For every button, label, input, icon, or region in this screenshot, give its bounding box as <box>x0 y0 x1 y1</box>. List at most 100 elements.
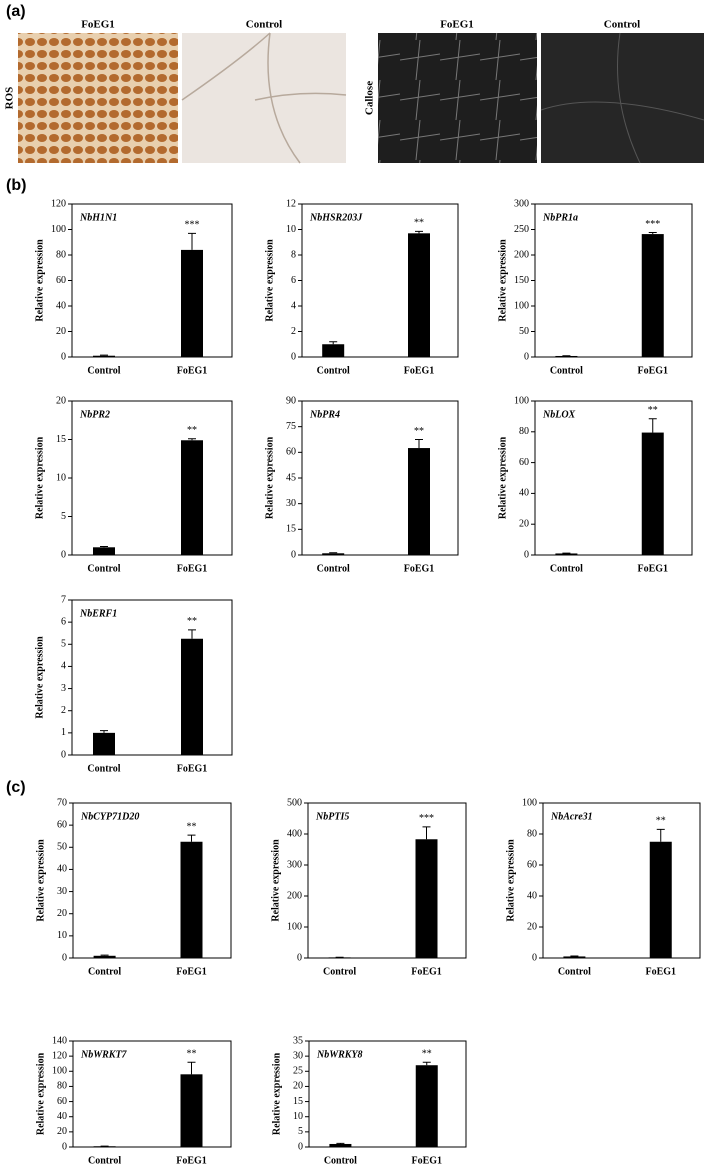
y-tick-label: 60 <box>57 819 67 830</box>
y-tick-label: 0 <box>524 351 529 362</box>
y-tick-label: 8 <box>291 249 296 260</box>
error-bar <box>100 546 108 548</box>
y-tick-label: 2 <box>291 326 296 337</box>
plot-frame <box>72 802 232 959</box>
y-tick-label: 5 <box>61 511 66 522</box>
y-tick-label: 3 <box>61 683 66 694</box>
bar <box>181 249 203 357</box>
y-tick-label: 0 <box>61 351 66 362</box>
y-tick-label: 500 <box>287 797 302 808</box>
significance: ** <box>187 425 197 436</box>
panel-label: (c) <box>6 779 26 796</box>
error-bar <box>648 418 657 433</box>
y-tick-label: 100 <box>51 224 66 235</box>
y-tick-label: 1 <box>61 727 66 738</box>
significance: ** <box>187 616 197 627</box>
y-tick-label: 80 <box>57 1081 67 1092</box>
y-tick-label: 5 <box>61 639 66 650</box>
significance: *** <box>419 813 434 824</box>
panel-label: (b) <box>6 177 26 194</box>
row-label: Callose <box>364 81 376 115</box>
bar <box>641 234 664 357</box>
bar <box>93 547 115 555</box>
error-bar <box>188 438 196 441</box>
y-axis-label: Relative expression <box>497 239 508 322</box>
x-tick-label: FoEG1 <box>645 966 676 977</box>
error-bar <box>188 629 196 639</box>
x-tick-label: FoEG1 <box>177 763 208 774</box>
column-label: FoEG1 <box>440 19 474 31</box>
y-tick-label: 20 <box>56 395 66 406</box>
bar <box>563 956 586 958</box>
y-tick-label: 30 <box>293 1050 303 1061</box>
y-tick-label: 0 <box>532 952 537 963</box>
error-bar <box>415 230 423 234</box>
y-tick-label: 100 <box>287 921 302 932</box>
chart-title: NbLOX <box>542 409 576 420</box>
chart-title: NbWRKT7 <box>80 1049 128 1060</box>
bar <box>408 448 430 555</box>
y-tick-label: 0 <box>62 1141 67 1152</box>
y-tick-label: 6 <box>61 616 66 627</box>
y-tick-label: 20 <box>527 921 537 932</box>
y-tick-label: 7 <box>61 594 66 605</box>
bar <box>180 1074 203 1147</box>
y-tick-label: 90 <box>286 395 296 406</box>
y-tick-label: 45 <box>286 472 296 483</box>
y-axis-label: Relative expression <box>35 839 46 922</box>
plot-frame <box>307 802 467 959</box>
y-tick-label: 400 <box>287 828 302 839</box>
error-bar <box>187 834 196 842</box>
plot-frame <box>71 599 233 756</box>
bar <box>180 841 203 958</box>
plot-frame <box>308 1040 467 1148</box>
column-label: Control <box>604 19 640 31</box>
y-axis-label: Relative expression <box>264 436 275 519</box>
error-bar <box>100 954 109 956</box>
y-tick-label: 200 <box>514 249 529 260</box>
y-tick-label: 0 <box>291 351 296 362</box>
bar <box>93 355 115 357</box>
y-tick-label: 250 <box>514 224 529 235</box>
plot-frame <box>301 400 459 556</box>
y-tick-label: 80 <box>56 249 66 260</box>
x-tick-label: FoEG1 <box>177 365 208 376</box>
bar <box>181 638 203 755</box>
chart-title: NbCYP71D20 <box>80 811 139 822</box>
significance: *** <box>645 219 660 230</box>
x-tick-label: FoEG1 <box>637 365 668 376</box>
x-tick-label: Control <box>317 563 350 574</box>
significance: ** <box>414 218 424 229</box>
plot-frame <box>542 802 701 959</box>
bar <box>322 553 345 555</box>
error-bar <box>329 552 338 554</box>
y-tick-label: 80 <box>519 426 529 437</box>
bar <box>93 1146 116 1147</box>
chart-title: NbERF1 <box>79 608 117 619</box>
error-bar <box>648 232 657 235</box>
x-tick-label: Control <box>88 966 121 977</box>
x-tick-label: Control <box>550 365 583 376</box>
y-tick-label: 100 <box>522 797 537 808</box>
y-tick-label: 20 <box>293 1081 303 1092</box>
y-tick-label: 25 <box>293 1066 303 1077</box>
significance: ** <box>422 1048 432 1059</box>
y-tick-label: 30 <box>286 498 296 509</box>
y-tick-label: 20 <box>57 908 67 919</box>
bar <box>322 344 345 357</box>
bar <box>408 233 430 357</box>
y-tick-label: 30 <box>57 886 67 897</box>
leaf-vein <box>540 32 705 164</box>
bar <box>649 841 672 958</box>
row-label: ROS <box>4 87 16 110</box>
bar <box>181 440 203 555</box>
significance: *** <box>185 220 200 231</box>
y-tick-label: 40 <box>519 488 529 499</box>
column-label: Control <box>246 19 282 31</box>
y-tick-label: 75 <box>286 421 296 432</box>
y-tick-label: 140 <box>52 1035 67 1046</box>
x-tick-label: Control <box>323 966 356 977</box>
y-axis-label: Relative expression <box>271 1052 282 1135</box>
plot-frame <box>71 203 233 358</box>
